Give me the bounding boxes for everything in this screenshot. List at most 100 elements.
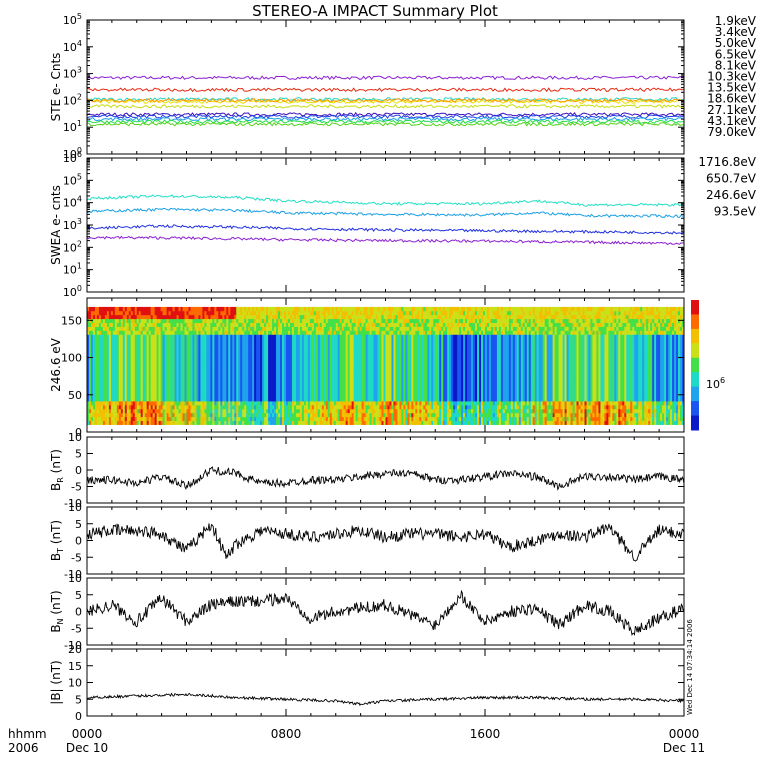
heatmap-cell bbox=[353, 404, 357, 410]
swea-series-line bbox=[86, 224, 685, 235]
heatmap-cell bbox=[301, 314, 305, 320]
heatmap-cell bbox=[337, 342, 341, 347]
heatmap-cell bbox=[122, 389, 126, 394]
heatmap-cell bbox=[244, 397, 247, 402]
heatmap-cell bbox=[244, 389, 247, 394]
heatmap-cell bbox=[240, 342, 243, 347]
heatmap-cell bbox=[192, 397, 195, 402]
heatmap-cell bbox=[272, 330, 275, 335]
heatmap-cell bbox=[303, 357, 307, 363]
heatmap-cell bbox=[200, 365, 203, 371]
heatmap-cell bbox=[136, 330, 140, 335]
heatmap-cell bbox=[106, 401, 110, 406]
heatmap-cell bbox=[393, 361, 396, 367]
heatmap-cell bbox=[190, 326, 193, 331]
heatmap-cell bbox=[178, 416, 181, 422]
heatmap-cell bbox=[391, 365, 394, 371]
heatmap-cell bbox=[353, 314, 357, 320]
heatmap-cell bbox=[200, 385, 203, 390]
heatmap-cell bbox=[287, 322, 291, 327]
heatmap-cell bbox=[128, 350, 132, 355]
heatmap-cell bbox=[124, 408, 128, 414]
heatmap-cell bbox=[335, 361, 339, 367]
heatmap-cell bbox=[383, 365, 386, 371]
heatmap-cell bbox=[218, 357, 221, 363]
heatmap-cell bbox=[252, 361, 255, 367]
heatmap-cell bbox=[299, 408, 303, 414]
heatmap-cell bbox=[321, 334, 325, 339]
heatmap-cell bbox=[289, 393, 293, 398]
heatmap-cell bbox=[258, 334, 261, 339]
heatmap-cell bbox=[284, 420, 287, 425]
heatmap-cell bbox=[96, 420, 100, 425]
heatmap-cell bbox=[379, 385, 382, 390]
heatmap-cell bbox=[337, 397, 341, 402]
heatmap-cell bbox=[172, 310, 175, 316]
heatmap-cell bbox=[341, 393, 345, 398]
heatmap-cell bbox=[325, 420, 329, 425]
heatmap-cell bbox=[218, 389, 221, 394]
heatmap-cell bbox=[202, 338, 205, 343]
heatmap-cell bbox=[286, 310, 289, 316]
heatmap-cell bbox=[270, 369, 273, 374]
heatmap-cell bbox=[357, 369, 361, 374]
heatmap-cell bbox=[295, 346, 299, 351]
heatmap-cell bbox=[142, 334, 146, 339]
heatmap-cell bbox=[126, 412, 130, 418]
heatmap-cell bbox=[337, 369, 341, 374]
heatmap-cell bbox=[176, 373, 179, 378]
heatmap-cell bbox=[321, 326, 325, 331]
heatmap-cell bbox=[327, 350, 331, 355]
heatmap-cell bbox=[244, 401, 247, 406]
heatmap-cell bbox=[367, 397, 370, 402]
heatmap-cell bbox=[262, 365, 265, 371]
heatmap-cell bbox=[319, 334, 323, 339]
heatmap-cell bbox=[248, 314, 251, 320]
heatmap-cell bbox=[222, 306, 225, 312]
heatmap-cell bbox=[244, 385, 247, 390]
heatmap-cell bbox=[124, 334, 128, 339]
heatmap-cell bbox=[286, 393, 289, 398]
heatmap-cell bbox=[180, 404, 183, 410]
heatmap-cell bbox=[315, 306, 319, 312]
heatmap-cell bbox=[88, 412, 92, 418]
heatmap-cell bbox=[136, 389, 140, 394]
heatmap-cell bbox=[369, 377, 372, 382]
heatmap-cell bbox=[212, 416, 215, 422]
heatmap-cell bbox=[303, 350, 307, 355]
heatmap-cell bbox=[301, 369, 305, 374]
heatmap-cell bbox=[98, 416, 102, 422]
heatmap-cell bbox=[375, 412, 378, 418]
heatmap-cell bbox=[150, 346, 154, 351]
heatmap-cell bbox=[154, 350, 158, 355]
heatmap-cell bbox=[268, 420, 271, 425]
heatmap-cell bbox=[339, 420, 343, 425]
heatmap-cell bbox=[154, 393, 158, 398]
heatmap-cell bbox=[136, 334, 140, 339]
heatmap-cell bbox=[367, 330, 370, 335]
heatmap-cell bbox=[170, 377, 173, 382]
heatmap-cell bbox=[162, 385, 166, 390]
heatmap-cell bbox=[355, 389, 359, 394]
heatmap-cell bbox=[182, 361, 185, 367]
heatmap-cell bbox=[234, 330, 237, 335]
heatmap-cell bbox=[282, 365, 285, 371]
heatmap-cell bbox=[212, 353, 215, 359]
heatmap-cell bbox=[202, 310, 205, 316]
heatmap-cell bbox=[276, 330, 279, 335]
heatmap-cell bbox=[343, 338, 347, 343]
heatmap-cell bbox=[134, 389, 138, 394]
heatmap-cell bbox=[230, 408, 233, 414]
heatmap-cell bbox=[291, 373, 295, 378]
heatmap-cell bbox=[87, 385, 90, 390]
heatmap-cell bbox=[88, 369, 92, 374]
heatmap-cell bbox=[196, 306, 199, 312]
heatmap-cell bbox=[383, 326, 386, 331]
heatmap-cell bbox=[272, 342, 275, 347]
heatmap-cell bbox=[305, 365, 309, 371]
heatmap-cell bbox=[160, 306, 164, 312]
heatmap-cell bbox=[349, 369, 353, 374]
heatmap-cell bbox=[152, 322, 156, 327]
heatmap-cell bbox=[220, 310, 223, 316]
heatmap-cell bbox=[90, 346, 94, 351]
